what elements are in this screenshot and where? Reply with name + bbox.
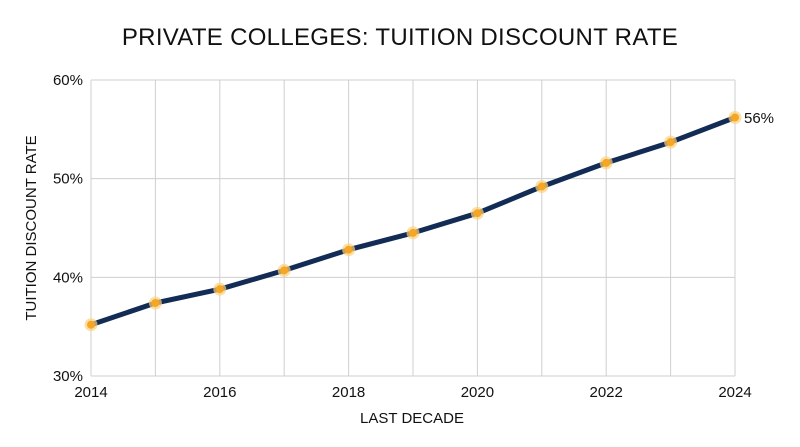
series [84,110,742,332]
data-point-marker [602,158,611,167]
x-axis-label: LAST DECADE [360,410,464,427]
data-point-marker [344,245,353,254]
data-point [535,180,549,194]
x-tick-label: 2022 [590,384,623,401]
x-tick-label: 2016 [203,384,236,401]
data-point [84,318,98,332]
x-tick-label: 2020 [461,384,494,401]
y-tick-label: 60% [53,72,83,89]
x-axis-ticks: 2014 2016 2018 2020 2022 2024 [74,384,751,401]
data-point-marker [87,320,95,329]
chart-title: PRIVATE COLLEGES: TUITION DISCOUNT RATE [122,24,678,51]
x-tick-label: 2024 [718,384,751,401]
data-point [277,263,291,277]
y-axis-label: TUITION DISCOUNT RATE [23,135,40,320]
data-point-marker [473,209,482,218]
y-tick-label: 50% [53,171,83,188]
data-point [599,156,613,170]
data-point-marker [666,138,675,147]
y-axis-ticks: 30% 40% 50% 60% [53,72,83,385]
data-point [148,296,162,310]
data-point-marker [731,113,739,122]
end-value-label: 56% [744,110,774,127]
y-tick-label: 40% [53,269,83,286]
data-point [470,206,484,220]
data-point-marker [409,228,417,237]
data-point [213,282,227,296]
y-tick-label: 30% [53,368,83,385]
data-point [664,135,678,149]
data-point-marker [280,266,289,275]
x-tick-label: 2018 [332,384,365,401]
data-point-marker [215,285,224,294]
data-point [728,110,742,124]
data-point-marker [151,298,160,307]
x-tick-label: 2014 [74,384,107,401]
data-point-marker [537,182,546,191]
data-point [342,243,356,257]
data-point [406,226,420,240]
